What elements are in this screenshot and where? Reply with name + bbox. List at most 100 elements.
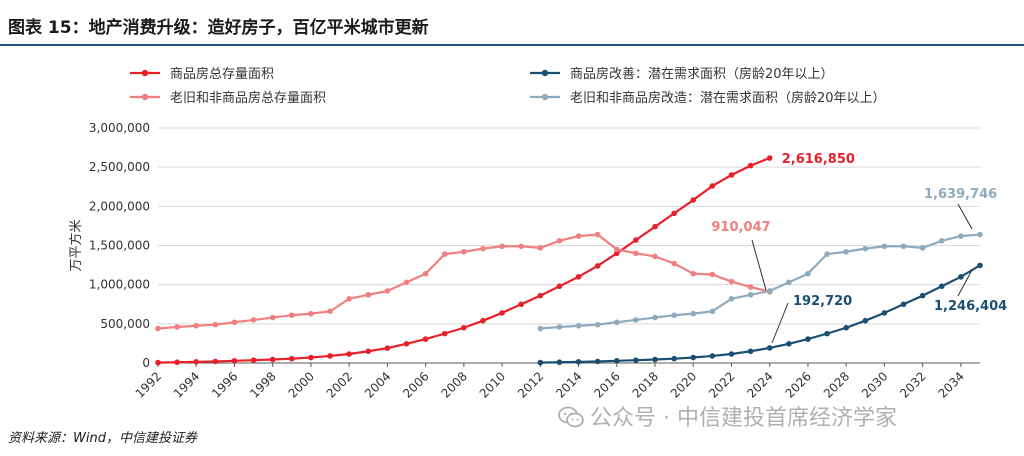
data-point bbox=[403, 341, 410, 347]
annotation-leader bbox=[957, 269, 973, 297]
wechat-icon bbox=[558, 406, 584, 428]
legend-swatch-marker bbox=[541, 93, 549, 101]
data-point bbox=[556, 359, 563, 366]
legend-label: 老旧和非商品房改造：潜在需求面积（房龄20年以上） bbox=[570, 90, 886, 106]
data-point bbox=[977, 231, 983, 238]
x-tick-label: 2004 bbox=[362, 369, 393, 400]
data-point bbox=[690, 270, 697, 277]
data-point bbox=[422, 270, 429, 277]
x-tick-label: 1996 bbox=[209, 369, 240, 400]
data-point bbox=[900, 243, 907, 250]
data-point bbox=[747, 162, 754, 169]
y-tick-label: 2,000,000 bbox=[89, 199, 150, 213]
watermark-text: 公众号 · 中信建投首席经济学家 bbox=[590, 406, 897, 431]
data-point bbox=[250, 357, 257, 363]
data-point bbox=[461, 324, 467, 331]
data-point bbox=[919, 245, 926, 251]
legend-swatch-marker bbox=[541, 69, 549, 77]
data-point bbox=[652, 253, 658, 260]
x-tick-label: 2012 bbox=[515, 369, 546, 400]
data-point bbox=[613, 246, 620, 253]
data-point bbox=[881, 243, 888, 250]
data-point bbox=[671, 260, 677, 267]
data-point bbox=[155, 325, 161, 332]
page-title: 图表 15：地产消费升级：造好房子，百亿平米城市更新 bbox=[8, 18, 429, 38]
data-point bbox=[537, 359, 544, 366]
x-tick-label: 2020 bbox=[668, 369, 699, 400]
data-point bbox=[690, 197, 697, 203]
annotation-label: 2,616,850 bbox=[782, 152, 855, 167]
x-tick-label: 2028 bbox=[821, 369, 852, 400]
y-tick-label: 500,000 bbox=[100, 317, 150, 331]
data-point bbox=[327, 353, 333, 359]
data-point bbox=[269, 314, 276, 321]
y-tick-label: 0 bbox=[142, 356, 150, 370]
data-point bbox=[747, 348, 754, 355]
data-point bbox=[365, 292, 372, 298]
data-point bbox=[594, 321, 601, 328]
source-note: 资料来源：Wind，中信建投证券 bbox=[8, 431, 197, 446]
x-tick-label: 2008 bbox=[438, 369, 469, 400]
data-point bbox=[958, 233, 964, 239]
data-point bbox=[250, 317, 257, 323]
data-point bbox=[843, 248, 849, 255]
data-point bbox=[690, 310, 697, 317]
data-point bbox=[977, 262, 983, 269]
data-point bbox=[308, 310, 314, 317]
series-line-2 bbox=[540, 264, 981, 364]
data-point bbox=[594, 263, 601, 269]
data-point bbox=[556, 238, 563, 244]
data-point bbox=[575, 322, 582, 329]
series-line-3 bbox=[540, 233, 981, 330]
data-point bbox=[709, 183, 716, 189]
data-point bbox=[174, 359, 180, 366]
annotation-leader bbox=[957, 203, 973, 230]
legend-label: 商品房总存量面积 bbox=[170, 66, 274, 82]
x-tick-label: 2016 bbox=[591, 369, 622, 400]
data-point bbox=[231, 358, 238, 364]
annotation-label: 1,639,746 bbox=[924, 187, 997, 202]
y-tick-label: 3,000,000 bbox=[89, 121, 150, 135]
data-point bbox=[480, 317, 486, 324]
annotation-label: 192,720 bbox=[793, 294, 852, 309]
x-tick-label: 2018 bbox=[630, 369, 661, 400]
legend-label: 老旧和非商品房总存量面积 bbox=[170, 90, 326, 106]
data-point bbox=[575, 274, 582, 280]
data-point bbox=[480, 245, 486, 252]
data-point bbox=[690, 354, 697, 361]
data-point bbox=[843, 324, 849, 331]
data-point bbox=[518, 301, 525, 308]
data-point bbox=[289, 312, 295, 319]
title-bar: 图表 15：地产消费升级：造好房子，百亿平米城市更新 bbox=[0, 0, 1024, 48]
x-tick-label: 2034 bbox=[936, 369, 967, 400]
x-tick-label: 1992 bbox=[133, 369, 164, 400]
data-point bbox=[671, 210, 677, 217]
y-tick-label: 1,000,000 bbox=[89, 278, 150, 292]
x-tick-label: 1998 bbox=[247, 369, 278, 400]
data-point bbox=[709, 308, 716, 315]
data-point bbox=[824, 330, 830, 337]
data-point bbox=[441, 251, 448, 257]
y-tick-label: 1,500,000 bbox=[89, 239, 150, 253]
x-tick-label: 2002 bbox=[324, 369, 355, 400]
data-point bbox=[193, 322, 200, 329]
y-axis-label: 万平方米 bbox=[68, 219, 84, 271]
data-point bbox=[384, 288, 391, 294]
data-point bbox=[575, 233, 582, 239]
data-point bbox=[613, 319, 620, 326]
data-point bbox=[269, 356, 276, 363]
x-tick-label: 1994 bbox=[171, 369, 202, 400]
data-point bbox=[766, 155, 773, 161]
annotation-leader bbox=[771, 302, 789, 344]
y-tick-label: 2,500,000 bbox=[89, 160, 150, 174]
title-divider bbox=[0, 44, 1024, 46]
data-point bbox=[652, 223, 658, 230]
data-point bbox=[766, 345, 773, 351]
data-point bbox=[289, 355, 295, 362]
data-point bbox=[365, 348, 372, 355]
data-point bbox=[862, 317, 869, 324]
data-point bbox=[441, 330, 448, 337]
data-point bbox=[938, 283, 945, 290]
data-point bbox=[346, 351, 352, 357]
